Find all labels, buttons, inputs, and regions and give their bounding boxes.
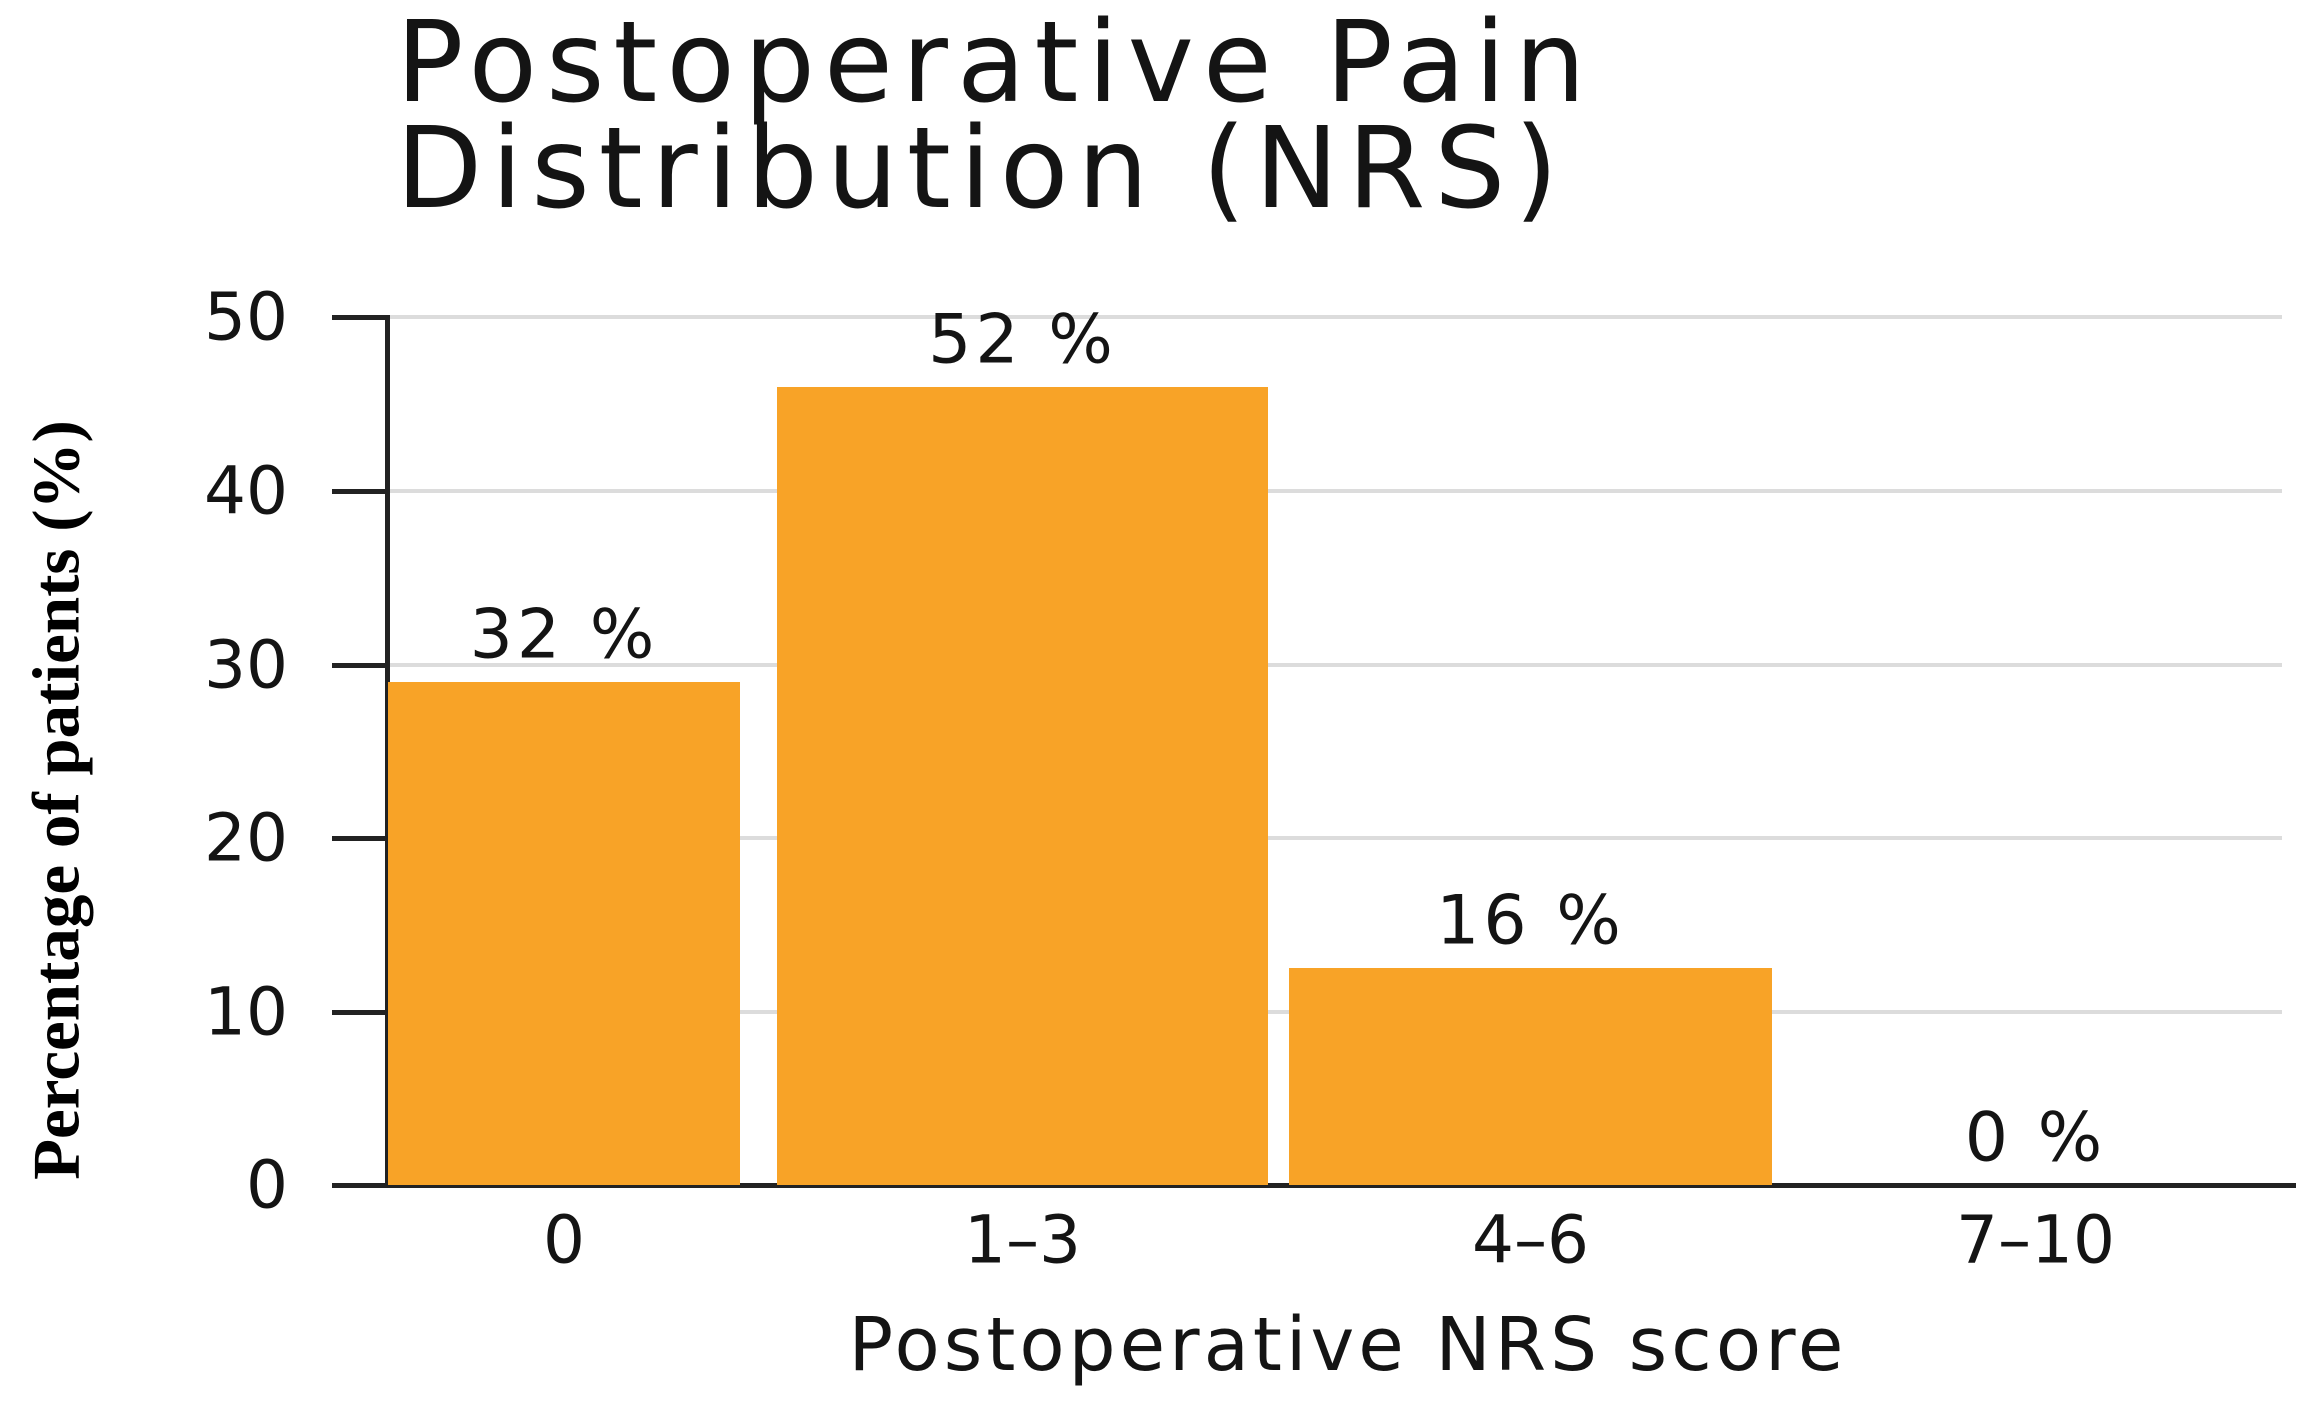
bar-value-label-4–6: 16 %: [1436, 881, 1625, 961]
chart-title: Postoperative Pain Distribution (NRS): [396, 0, 1595, 234]
bar-value-label-7–10: 0 %: [1964, 1098, 2107, 1178]
gridline-20: [389, 836, 2282, 840]
bar-4–6: [1289, 968, 1772, 1185]
y-tick-label-30: 30: [204, 626, 288, 704]
x-tick-label-4–6: 4–6: [1472, 1201, 1589, 1279]
chart-title-line1: Postoperative Pain: [396, 0, 1595, 128]
bar-value-label-1–3: 52 %: [928, 300, 1117, 380]
y-axis-line: [385, 316, 390, 1187]
x-tick-label-7–10: 7–10: [1956, 1201, 2115, 1279]
y-tick-label-40: 40: [204, 452, 288, 530]
x-axis-title: Postoperative NRS score: [848, 1302, 1848, 1388]
bar-0: [388, 682, 740, 1185]
y-tick-label-10: 10: [204, 973, 288, 1051]
x-tick-label-1–3: 1–3: [964, 1201, 1081, 1279]
y-tick-mark-50: [332, 315, 390, 320]
y-tick-label-0: 0: [246, 1146, 288, 1224]
bar-1–3: [777, 387, 1268, 1185]
x-tick-label-0: 0: [543, 1201, 585, 1279]
gridline-40: [389, 489, 2282, 493]
y-axis-title: Percentage of patients (%): [19, 420, 94, 1180]
y-tick-mark-0: [332, 1183, 390, 1188]
bar-value-label-0: 32 %: [469, 595, 659, 675]
y-tick-label-20: 20: [204, 799, 288, 877]
y-tick-mark-20: [332, 836, 390, 841]
gridline-50: [389, 315, 2282, 319]
y-tick-label-50: 50: [204, 278, 288, 356]
x-axis-line: [340, 1183, 2296, 1188]
chart-title-line2: Distribution (NRS): [396, 104, 1568, 234]
y-tick-mark-10: [332, 1010, 390, 1015]
gridline-30: [389, 663, 2282, 667]
y-tick-mark-40: [332, 489, 390, 494]
y-tick-mark-30: [332, 663, 390, 668]
